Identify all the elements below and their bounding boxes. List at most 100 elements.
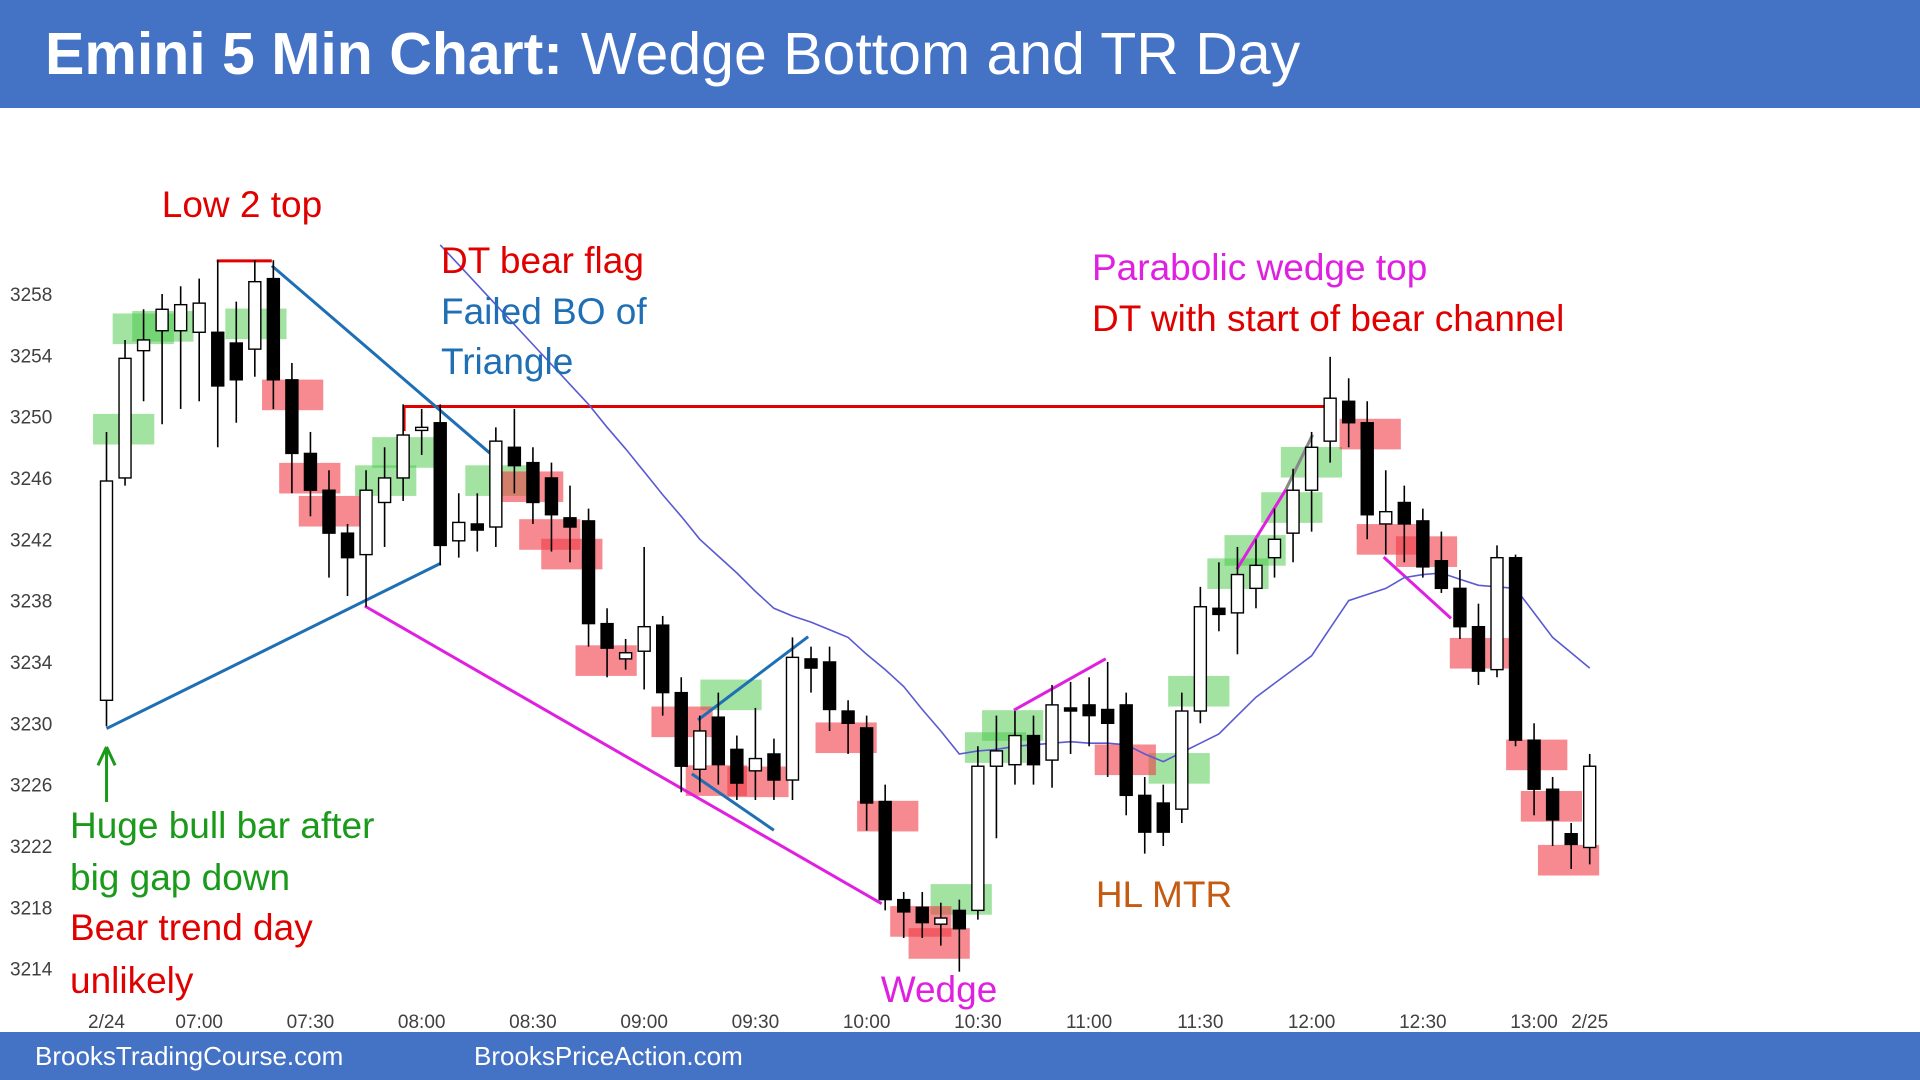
- candle-body: [897, 898, 911, 913]
- annotation: unlikely: [70, 960, 194, 1001]
- candle-body: [1175, 710, 1189, 810]
- y-tick-label: 3242: [10, 530, 52, 551]
- y-tick-label: 3214: [10, 960, 53, 981]
- candle-body: [637, 625, 651, 652]
- candle-body: [1508, 556, 1523, 741]
- candle-body: [1453, 587, 1467, 628]
- x-tick-label: 07:00: [175, 1012, 223, 1033]
- candle-body: [1063, 707, 1078, 712]
- candle-body: [470, 523, 484, 531]
- candle-body: [1045, 704, 1059, 761]
- x-tick-label: 07:30: [287, 1012, 335, 1033]
- candle-body: [340, 532, 355, 559]
- annotation: Failed BO of: [441, 291, 647, 332]
- y-tick-label: 3238: [10, 592, 52, 613]
- candle-body: [600, 622, 614, 649]
- y-tick-label: 3250: [10, 408, 52, 429]
- candle-body: [303, 452, 318, 491]
- candle-body: [1119, 704, 1133, 797]
- candle-body: [1397, 501, 1412, 525]
- candle-body: [581, 520, 596, 625]
- annotation: HL MTR: [1096, 874, 1232, 915]
- candle-body: [118, 357, 132, 479]
- candle-body: [396, 434, 410, 479]
- candle-body: [1416, 520, 1430, 568]
- title-bar: [0, 0, 1920, 108]
- x-tick-label: 09:30: [732, 1012, 780, 1033]
- candle-body: [989, 750, 1004, 767]
- candle-body: [322, 489, 336, 534]
- candle-body: [915, 906, 929, 924]
- annotation-line: [1284, 434, 1315, 491]
- candle-body: [1490, 556, 1504, 671]
- y-tick-label: 3234: [10, 653, 53, 674]
- annotation-line: [270, 264, 491, 455]
- candle-body: [785, 656, 800, 781]
- x-tick-label: 12:00: [1288, 1012, 1336, 1033]
- x-tick-label: 10:00: [843, 1012, 891, 1033]
- annotation: Huge bull bar after: [70, 805, 374, 846]
- candle-body: [656, 624, 670, 694]
- footer-text: BrooksPriceAction.com: [474, 1041, 743, 1071]
- candle-body: [1212, 607, 1226, 616]
- candle-body: [841, 710, 855, 724]
- candle-body: [730, 748, 744, 784]
- candle-body: [1545, 788, 1560, 821]
- annotation-shapes: [93, 259, 1600, 959]
- x-tick-label: 13:00: [1510, 1012, 1558, 1033]
- candle-body: [192, 302, 206, 333]
- candle-body: [99, 480, 114, 701]
- candle-body: [1193, 606, 1208, 712]
- candle-body: [1527, 739, 1541, 790]
- candle-body: [748, 757, 763, 772]
- footer-bar: [0, 1032, 1920, 1080]
- annotation: Bear trend day: [70, 907, 313, 948]
- y-tick-label: 3218: [10, 898, 52, 919]
- x-tick-label: 10:30: [954, 1012, 1002, 1033]
- annotation: Triangle: [441, 341, 573, 382]
- candle-body: [359, 489, 373, 556]
- candle-body: [1286, 489, 1300, 534]
- candle-body: [414, 426, 429, 432]
- x-tick-label: 12:30: [1399, 1012, 1447, 1033]
- annotation: big gap down: [70, 857, 290, 898]
- candle-body: [693, 730, 707, 770]
- x-tick-label: 11:00: [1066, 1012, 1112, 1033]
- x-tick-label: 08:30: [509, 1012, 557, 1033]
- candle-body: [711, 716, 726, 766]
- candle-body: [544, 477, 559, 516]
- annotation-line: [105, 746, 117, 766]
- highlight-box: [908, 928, 970, 959]
- y-tick-label: 3230: [10, 714, 52, 735]
- candle-body: [674, 691, 688, 767]
- x-tick-label: 08:00: [398, 1012, 446, 1033]
- candle-body: [1156, 802, 1170, 833]
- y-tick-label: 3258: [10, 285, 52, 306]
- candle-body: [452, 521, 466, 542]
- annotation: Wedge: [881, 969, 998, 1010]
- candle-body: [1379, 510, 1393, 525]
- candle-body: [433, 422, 447, 547]
- candle-body: [1341, 400, 1356, 424]
- y-tick-label: 3226: [10, 776, 52, 797]
- candle-body: [229, 342, 243, 381]
- annotation-line: [1382, 556, 1453, 620]
- candle-body: [859, 727, 874, 804]
- candle-body: [155, 308, 169, 332]
- candle-body: [1360, 422, 1374, 516]
- candle-body: [934, 917, 948, 925]
- candle-body: [1582, 765, 1597, 849]
- candle-body: [1249, 564, 1263, 590]
- candle-body: [1230, 573, 1245, 614]
- candle-body: [1564, 832, 1578, 846]
- x-tick-label: 09:00: [620, 1012, 668, 1033]
- candle-body: [563, 517, 577, 528]
- x-tick-label: 11:30: [1177, 1012, 1223, 1033]
- candle-body: [1471, 625, 1486, 672]
- candle-body: [266, 277, 281, 381]
- highlight-box: [575, 645, 637, 676]
- y-tick-label: 3246: [10, 469, 52, 490]
- annotation: DT bear flag: [441, 240, 644, 281]
